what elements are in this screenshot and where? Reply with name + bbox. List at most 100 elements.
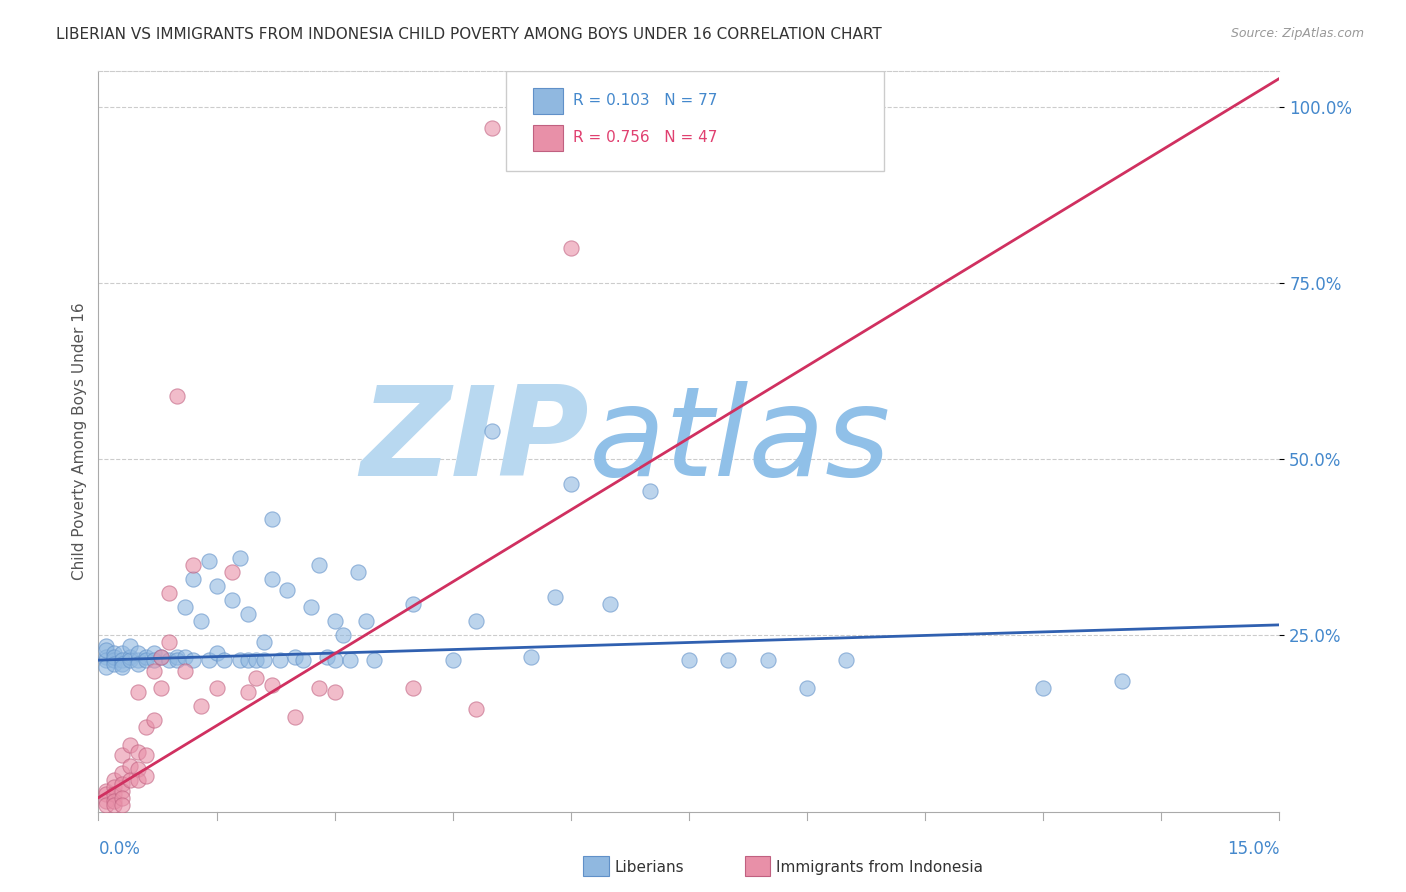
Point: [796, 681, 818, 696]
Point: [339, 653, 361, 667]
Point: [236, 653, 259, 667]
Point: [260, 512, 283, 526]
Point: [103, 787, 125, 801]
Point: [214, 653, 236, 667]
Point: [157, 653, 180, 667]
Point: [638, 483, 661, 498]
Point: [260, 572, 283, 586]
Point: [205, 579, 228, 593]
Point: [142, 646, 165, 660]
Point: [292, 653, 315, 667]
Point: [166, 653, 188, 667]
Text: 15.0%: 15.0%: [1227, 840, 1279, 858]
Point: [678, 653, 700, 667]
Point: [174, 664, 197, 678]
Point: [103, 646, 125, 660]
Point: [166, 389, 188, 403]
Point: [520, 649, 543, 664]
Point: [315, 649, 337, 664]
Point: [181, 558, 204, 572]
Point: [756, 653, 779, 667]
Point: [118, 772, 141, 787]
Point: [127, 646, 149, 660]
Text: LIBERIAN VS IMMIGRANTS FROM INDONESIA CHILD POVERTY AMONG BOYS UNDER 16 CORRELAT: LIBERIAN VS IMMIGRANTS FROM INDONESIA CH…: [56, 27, 882, 42]
Point: [465, 615, 488, 629]
Point: [103, 772, 125, 787]
Point: [111, 646, 134, 660]
Point: [142, 664, 165, 678]
Point: [221, 593, 243, 607]
Point: [245, 671, 267, 685]
Point: [96, 639, 118, 653]
Point: [111, 790, 134, 805]
Point: [103, 797, 125, 812]
Point: [118, 653, 141, 667]
Point: [560, 241, 582, 255]
Point: [245, 653, 267, 667]
Point: [127, 685, 149, 699]
Point: [118, 639, 141, 653]
Point: [205, 646, 228, 660]
Point: [150, 649, 173, 664]
Text: atlas: atlas: [589, 381, 890, 502]
Point: [150, 681, 173, 696]
Point: [253, 653, 276, 667]
Point: [103, 653, 125, 667]
Point: [103, 780, 125, 794]
Point: [127, 657, 149, 671]
Point: [299, 600, 322, 615]
Point: [1111, 674, 1133, 689]
Point: [142, 653, 165, 667]
Point: [135, 748, 157, 763]
Point: [135, 769, 157, 783]
Point: [323, 615, 346, 629]
Y-axis label: Child Poverty Among Boys Under 16: Child Poverty Among Boys Under 16: [72, 302, 87, 581]
Point: [96, 783, 118, 797]
Point: [363, 653, 385, 667]
FancyBboxPatch shape: [506, 71, 884, 171]
Point: [354, 615, 377, 629]
Text: Liberians: Liberians: [614, 860, 685, 874]
Point: [441, 653, 464, 667]
Point: [402, 681, 425, 696]
Point: [835, 653, 858, 667]
Point: [96, 653, 118, 667]
Point: [157, 586, 180, 600]
Point: [127, 745, 149, 759]
FancyBboxPatch shape: [533, 88, 562, 114]
Text: 0.0%: 0.0%: [98, 840, 141, 858]
Point: [135, 653, 157, 667]
Point: [166, 649, 188, 664]
Text: R = 0.756   N = 47: R = 0.756 N = 47: [574, 130, 717, 145]
Point: [96, 660, 118, 674]
Point: [111, 783, 134, 797]
Point: [103, 649, 125, 664]
Point: [118, 738, 141, 752]
Point: [96, 642, 118, 657]
Point: [465, 702, 488, 716]
Point: [103, 794, 125, 808]
Point: [96, 797, 118, 812]
Point: [284, 709, 307, 723]
Point: [560, 476, 582, 491]
Point: [236, 685, 259, 699]
Text: ZIP: ZIP: [360, 381, 589, 502]
Point: [276, 582, 298, 597]
Text: Immigrants from Indonesia: Immigrants from Indonesia: [776, 860, 983, 874]
Point: [190, 698, 212, 713]
Point: [157, 635, 180, 649]
Point: [96, 787, 118, 801]
Point: [308, 681, 330, 696]
Point: [174, 649, 197, 664]
Point: [127, 763, 149, 777]
Point: [111, 766, 134, 780]
Point: [717, 653, 740, 667]
Point: [142, 713, 165, 727]
Point: [96, 794, 118, 808]
Point: [150, 649, 173, 664]
Point: [260, 678, 283, 692]
Point: [197, 554, 219, 568]
Point: [205, 681, 228, 696]
Point: [323, 653, 346, 667]
FancyBboxPatch shape: [533, 125, 562, 151]
